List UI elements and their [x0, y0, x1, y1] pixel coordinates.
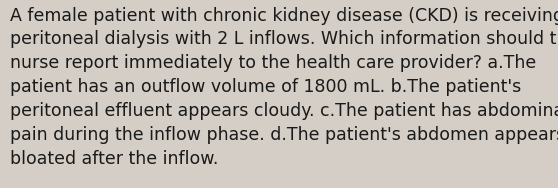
- Text: A female patient with chronic kidney disease (CKD) is receiving
peritoneal dialy: A female patient with chronic kidney dis…: [10, 7, 558, 168]
